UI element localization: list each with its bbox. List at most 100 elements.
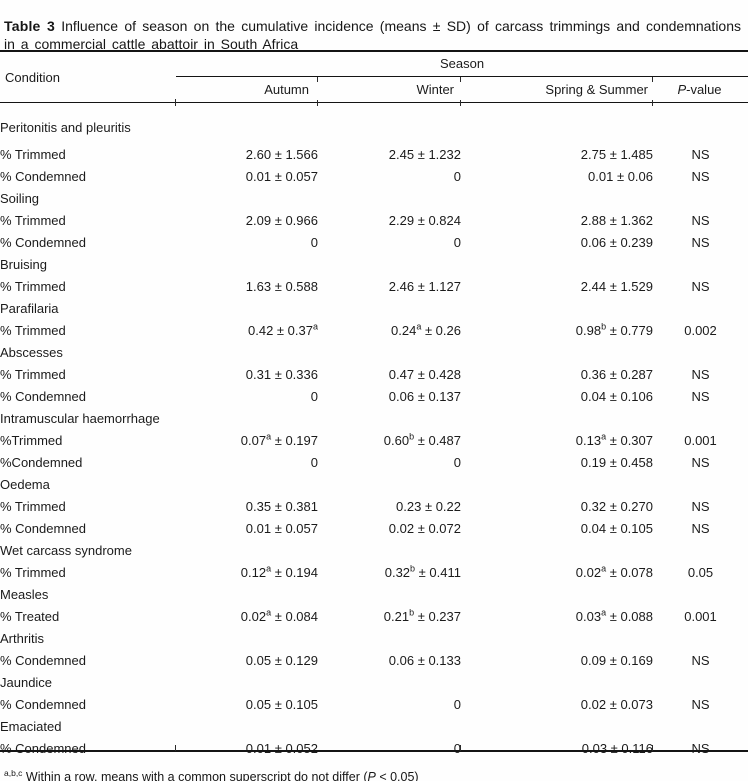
condition-label: Measles [0,586,49,602]
cell-spring-summer: 0.02 ± 0.073 [580,696,653,712]
header-winter: Winter [416,82,454,97]
cell-winter: 2.29 ± 0.824 [388,212,461,228]
value-row: %Condemned 0 0 0.19 ± 0.458 NS [0,451,748,473]
cell-winter: 0 [453,740,461,756]
value-row: % Trimmed 0.35 ± 0.381 0.23 ± 0.22 0.32 ± 0… [0,495,748,517]
cell-spring-summer: 0.03a ± 0.088 [575,607,653,624]
rule-tick [460,77,461,82]
footnote-text: Within a row, means with a common supers… [25,769,368,781]
cell-spring-summer: 0.04 ± 0.106 [580,388,653,404]
row-label: % Trimmed [0,212,66,228]
cell-winter: 0.23 ± 0.22 [396,498,461,514]
row-label: % Treated [0,608,60,624]
cell-spring-summer: 0.32 ± 0.270 [580,498,653,514]
value-row: % Trimmed 0.31 ± 0.336 0.47 ± 0.428 0.36 ± … [0,363,748,385]
row-label: % Trimmed [0,564,66,580]
season-subheaders: Autumn Winter Spring & Summer P-value [176,77,748,102]
cell-winter: 2.45 ± 1.232 [388,146,461,162]
cell-p-value: NS [691,696,710,712]
cell-autumn: 0.01 ± 0.057 [245,168,318,184]
cell-autumn: 0.05 ± 0.105 [245,696,318,712]
header-season: Season [176,52,748,77]
condition-row: Emaciated [0,715,748,737]
cell-autumn: 1.63 ± 0.588 [245,278,318,294]
row-label: % Condemned [0,388,86,404]
cell-winter: 0.06 ± 0.133 [388,652,461,668]
value-row: % Trimmed 0.12a ± 0.194 0.32b ± 0.411 0.02a… [0,561,748,583]
cell-p-value: NS [691,498,710,514]
value-row: %Trimmed 0.07a ± 0.197 0.60b ± 0.487 0.13a … [0,429,748,451]
cell-autumn: 0 [310,454,318,470]
value-row: % Condemned 0.05 ± 0.105 0 0.02 ± 0.073 NS [0,693,748,715]
cell-winter: 0 [453,696,461,712]
cell-spring-summer: 0.36 ± 0.287 [580,366,653,382]
cell-spring-summer: 0.13a ± 0.307 [575,431,653,448]
season-header-group: Season Autumn Winter Spring & Summer P-v… [176,52,748,102]
condition-label: Peritonitis and pleuritis [0,120,131,135]
results-table-body: Peritonitis and pleuritis % Trimmed 2.60 ±… [0,103,748,759]
cell-p-value: NS [691,454,710,470]
condition-label: Soiling [0,190,40,206]
condition-row: Soiling [0,187,748,209]
cell-spring-summer: 0.09 ± 0.169 [580,652,653,668]
p-value-suffix: -value [686,82,722,97]
cell-p-value: NS [691,212,710,228]
footnote-superscript: a,b,c [4,767,23,778]
condition-row: Oedema [0,473,748,495]
footnote-italic-p: P [367,769,376,781]
value-row: % Trimmed 0.42 ± 0.37a 0.24a ± 0.26 0.98b ±… [0,319,748,341]
row-label: % Condemned [0,520,86,536]
cell-winter: 0.24a ± 0.26 [391,321,461,338]
condition-label: Jaundice [0,674,53,690]
cell-winter: 0.06 ± 0.137 [388,388,461,404]
condition-row: Wet carcass syndrome [0,539,748,561]
condition-row: Peritonitis and pleuritis [0,103,748,143]
cell-autumn: 0.05 ± 0.129 [245,652,318,668]
rule-tick [175,99,176,106]
cell-winter: 0 [453,168,461,184]
value-row: % Trimmed 2.60 ± 1.566 2.45 ± 1.232 2.75 ± … [0,143,748,165]
cell-winter: 0 [453,454,461,470]
cell-winter: 0 [453,234,461,250]
table-header: Condition Season Autumn Winter Spring & … [0,50,748,103]
value-row: % Condemned 0.01 ± 0.057 0.02 ± 0.072 0.04 … [0,517,748,539]
cell-spring-summer: 2.44 ± 1.529 [580,278,653,294]
value-row: % Condemned 0.01 ± 0.052 0 0.03 ± 0.116 NS [0,737,748,759]
table-number: Table 3 [4,18,55,34]
cell-p-value: NS [691,146,710,162]
condition-label: Bruising [0,256,47,272]
cell-spring-summer: 0.19 ± 0.458 [580,454,653,470]
condition-row: Measles [0,583,748,605]
cell-autumn: 0 [310,388,318,404]
condition-label: Abscesses [0,344,63,360]
condition-row: Bruising [0,253,748,275]
condition-row: Intramuscular haemorrhage [0,407,748,429]
row-label: % Trimmed [0,278,66,294]
condition-label: Parafilaria [0,300,59,316]
cell-spring-summer: 0.03 ± 0.116 [581,740,653,756]
condition-label: Emaciated [0,718,62,734]
cell-p-value: NS [691,520,710,536]
row-label: % Trimmed [0,366,66,382]
cell-p-value: NS [691,278,710,294]
cell-p-value: 0.001 [684,608,717,624]
cell-spring-summer: 0.02a ± 0.078 [575,563,653,580]
condition-label: Wet carcass syndrome [0,542,132,558]
row-label: %Condemned [0,454,83,470]
cell-autumn: 0.07a ± 0.197 [240,431,318,448]
cell-autumn: 0.01 ± 0.057 [245,520,318,536]
condition-row: Parafilaria [0,297,748,319]
cell-winter: 0.47 ± 0.428 [388,366,461,382]
footnote-text-end: < 0.05) [375,769,419,781]
value-row: % Condemned 0 0 0.06 ± 0.239 NS [0,231,748,253]
value-row: % Condemned 0.01 ± 0.057 0 0.01 ± 0.06 NS [0,165,748,187]
rule-tick [317,100,318,106]
p-value-italic-p: P [677,82,687,97]
row-label: % Condemned [0,652,86,668]
condition-row: Jaundice [0,671,748,693]
cell-p-value: 0.001 [684,432,717,448]
table-caption-text: Influence of season on the cumulative in… [4,18,741,52]
cell-p-value: 0.05 [687,564,714,580]
rule-tick [317,77,318,82]
